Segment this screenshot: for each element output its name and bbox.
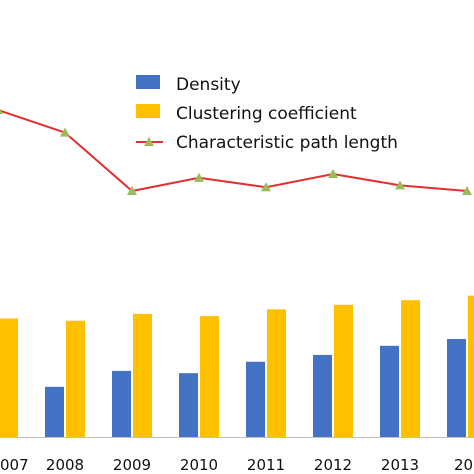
clustering-bar-2008 [66, 320, 85, 437]
legend-label-2: Characteristic path length [176, 133, 398, 153]
x-tick-label-2013: 2013 [381, 456, 419, 474]
legend-swatch-density [136, 75, 160, 89]
clustering-bar-2009 [133, 313, 152, 437]
x-tick-label-2014: 20 [454, 456, 473, 474]
clustering-bar-2013 [401, 300, 420, 437]
bars-layer [0, 295, 474, 437]
clustering-bar-2012 [334, 304, 353, 437]
density-bar-2008 [45, 386, 64, 437]
line-layer [0, 108, 472, 195]
path-length-point-2008 [60, 127, 70, 137]
legend-label-1: Clustering coefficient [176, 104, 357, 124]
legend-swatch-clustering [136, 104, 160, 118]
path-length-point-2012 [328, 169, 338, 179]
density-bar-2010 [179, 373, 198, 437]
x-tick-labels: 007 2008 2009 2010 2011 2012 2013 20 [0, 456, 473, 474]
x-tick-label-2008: 2008 [46, 456, 84, 474]
path-length-point-2014 [462, 186, 472, 195]
legend: Density Clustering coefficient Characteris… [136, 75, 398, 153]
x-tick-label-2012: 2012 [314, 456, 352, 474]
path-length-point-2009 [127, 186, 137, 195]
clustering-bar-2014 [468, 295, 474, 437]
density-bar-2014 [447, 338, 466, 437]
path-length-point-2010 [194, 172, 204, 182]
path-length-point-2007 [0, 108, 3, 114]
clustering-bar-2011 [267, 309, 286, 437]
x-tick-label-2009: 2009 [113, 456, 151, 474]
x-tick-label-2007: 007 [0, 456, 29, 474]
x-tick-label-2010: 2010 [180, 456, 218, 474]
path-length-point-2013 [395, 180, 405, 190]
legend-swatch-path-length-marker [144, 137, 154, 146]
density-bar-2009 [112, 370, 131, 437]
density-bar-2012 [313, 354, 332, 437]
clustering-bar-2010 [200, 316, 219, 437]
density-bar-2013 [380, 345, 399, 437]
density-bar-2011 [246, 361, 265, 437]
path-length-line [0, 109, 468, 193]
x-tick-label-2011: 2011 [247, 456, 285, 474]
path-length-point-2011 [261, 182, 271, 192]
legend-label-0: Density [176, 75, 241, 95]
clustering-bar-2007 [0, 318, 18, 437]
